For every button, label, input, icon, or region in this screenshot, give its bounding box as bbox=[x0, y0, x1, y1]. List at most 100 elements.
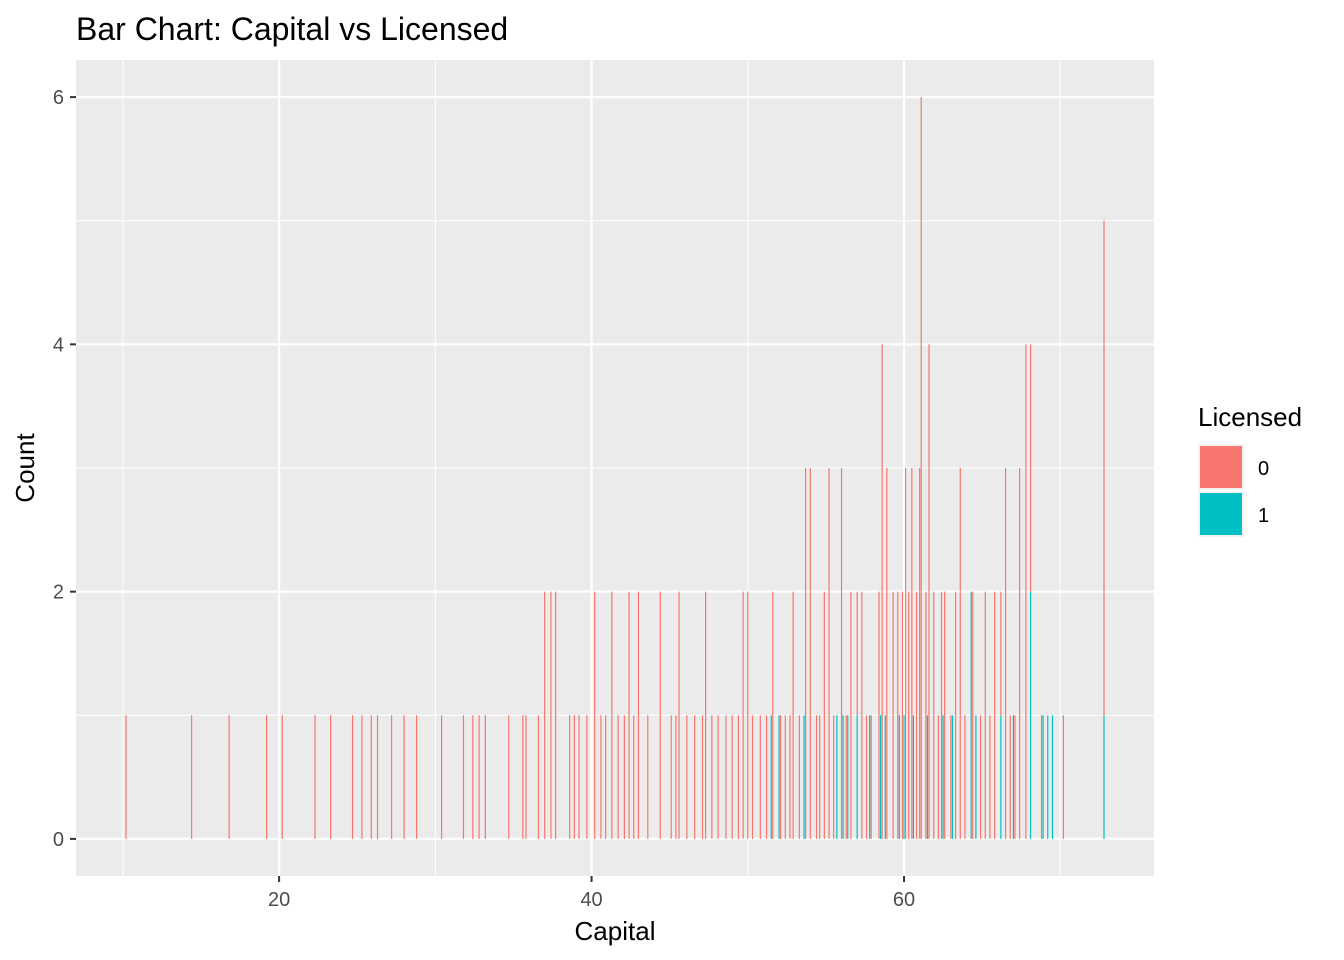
bar-licensed-0 bbox=[1029, 344, 1032, 592]
bar-licensed-0 bbox=[1103, 220, 1105, 716]
bar-licensed-0 bbox=[484, 715, 486, 839]
bar-licensed-1 bbox=[847, 715, 849, 839]
bar-licensed-0 bbox=[617, 715, 619, 839]
bar-licensed-1 bbox=[842, 715, 844, 839]
x-tick-label: 60 bbox=[893, 889, 915, 911]
bar-licensed-1 bbox=[1047, 715, 1049, 839]
bar-licensed-1 bbox=[912, 715, 915, 839]
bar-licensed-0 bbox=[478, 715, 480, 839]
bar-licensed-0 bbox=[376, 715, 379, 839]
bar-licensed-1 bbox=[951, 715, 954, 839]
bar-licensed-0 bbox=[623, 715, 625, 839]
bar-licensed-0 bbox=[191, 715, 193, 839]
bar-licensed-1 bbox=[869, 715, 871, 839]
bar-licensed-0 bbox=[737, 715, 740, 839]
bar-licensed-0 bbox=[1019, 468, 1021, 839]
bar-licensed-1 bbox=[803, 715, 805, 839]
bar-licensed-1 bbox=[856, 715, 858, 839]
bar-licensed-0 bbox=[901, 591, 904, 839]
x-tick-label: 20 bbox=[268, 889, 290, 911]
bar-licensed-0 bbox=[555, 591, 557, 839]
bar-licensed-0 bbox=[765, 715, 768, 839]
bar-licensed-0 bbox=[361, 715, 363, 839]
bar-licensed-0 bbox=[915, 591, 918, 839]
bar-licensed-1 bbox=[1029, 591, 1032, 839]
legend-entry-label: 1 bbox=[1258, 505, 1269, 527]
bar-licensed-0 bbox=[314, 715, 316, 839]
bar-licensed-0 bbox=[819, 715, 821, 839]
bar-licensed-0 bbox=[751, 715, 754, 839]
bar-licensed-0 bbox=[266, 715, 268, 839]
bar-licensed-0 bbox=[833, 715, 835, 839]
bar-licensed-0 bbox=[928, 344, 930, 839]
bar-licensed-0 bbox=[281, 715, 283, 839]
bar-licensed-0 bbox=[573, 715, 575, 839]
bar-licensed-0 bbox=[1040, 715, 1043, 839]
bar-licensed-1 bbox=[898, 715, 900, 839]
bar-licensed-0 bbox=[705, 591, 707, 839]
bar-licensed-0 bbox=[979, 715, 982, 839]
bar-licensed-0 bbox=[805, 468, 807, 839]
bar-licensed-0 bbox=[878, 591, 880, 839]
y-tick-label: 2 bbox=[53, 582, 64, 604]
bar-licensed-0 bbox=[731, 715, 733, 839]
bar-licensed-0 bbox=[628, 591, 630, 839]
bar-licensed-0 bbox=[789, 715, 791, 839]
bar-licensed-1 bbox=[926, 715, 929, 839]
x-axis-title: Capital bbox=[575, 916, 656, 946]
bar-licensed-0 bbox=[611, 591, 613, 839]
bar-licensed-0 bbox=[550, 591, 552, 839]
bar-licensed-0 bbox=[959, 468, 961, 839]
bar-licensed-0 bbox=[717, 715, 719, 839]
bar-licensed-0 bbox=[390, 715, 393, 839]
bar-licensed-1 bbox=[770, 715, 772, 839]
bar-licensed-0 bbox=[772, 591, 774, 839]
bar-licensed-0 bbox=[845, 715, 847, 839]
bar-licensed-0 bbox=[544, 591, 546, 839]
bar-licensed-0 bbox=[125, 715, 127, 839]
bar-licensed-0 bbox=[828, 468, 830, 839]
y-axis-title: Count bbox=[10, 433, 40, 503]
bar-licensed-0 bbox=[989, 715, 991, 839]
x-axis: 20 40 60 bbox=[268, 876, 915, 911]
bar-licensed-0 bbox=[950, 715, 952, 839]
bar-licensed-0 bbox=[701, 715, 704, 839]
bar-licensed-0 bbox=[670, 715, 672, 839]
bar-licensed-0 bbox=[351, 715, 354, 839]
bar-licensed-0 bbox=[330, 715, 332, 839]
bar-licensed-0 bbox=[954, 591, 957, 839]
x-tick-label: 40 bbox=[580, 889, 602, 911]
bar-licensed-1 bbox=[975, 715, 977, 839]
bar-licensed-1 bbox=[879, 715, 882, 839]
bar-licensed-0 bbox=[937, 715, 939, 839]
bar-licensed-0 bbox=[925, 591, 927, 839]
bar-licensed-0 bbox=[944, 591, 946, 839]
bar-licensed-0 bbox=[1025, 344, 1027, 839]
bar-licensed-0 bbox=[1014, 715, 1016, 839]
bar-licensed-1 bbox=[1051, 715, 1054, 839]
bar-licensed-1 bbox=[778, 715, 780, 839]
bar-licensed-0 bbox=[605, 715, 607, 839]
bar-licensed-1 bbox=[1012, 715, 1014, 839]
bar-licensed-0 bbox=[994, 591, 996, 839]
bar-licensed-0 bbox=[823, 591, 825, 839]
bar-licensed-0 bbox=[850, 591, 852, 839]
bar-licensed-0 bbox=[472, 715, 474, 839]
y-tick-label: 0 bbox=[53, 829, 64, 851]
grid-minor bbox=[76, 60, 1154, 876]
legend-title: Licensed bbox=[1198, 402, 1302, 432]
bar-licensed-1 bbox=[884, 715, 886, 839]
legend-entry-label: 0 bbox=[1258, 458, 1269, 480]
bar-licensed-0 bbox=[600, 715, 602, 839]
bar-licensed-0 bbox=[798, 715, 800, 839]
bar-licensed-0 bbox=[892, 591, 894, 839]
bar-licensed-0 bbox=[633, 715, 635, 839]
bar-licensed-0 bbox=[972, 591, 974, 839]
bar-licensed-0 bbox=[537, 715, 540, 839]
bar-licensed-0 bbox=[742, 591, 744, 839]
bar-licensed-0 bbox=[908, 591, 910, 839]
bar-licensed-0 bbox=[403, 715, 405, 839]
bar-licensed-0 bbox=[904, 468, 907, 839]
bar-licensed-0 bbox=[911, 468, 913, 839]
bar-licensed-0 bbox=[920, 97, 922, 839]
